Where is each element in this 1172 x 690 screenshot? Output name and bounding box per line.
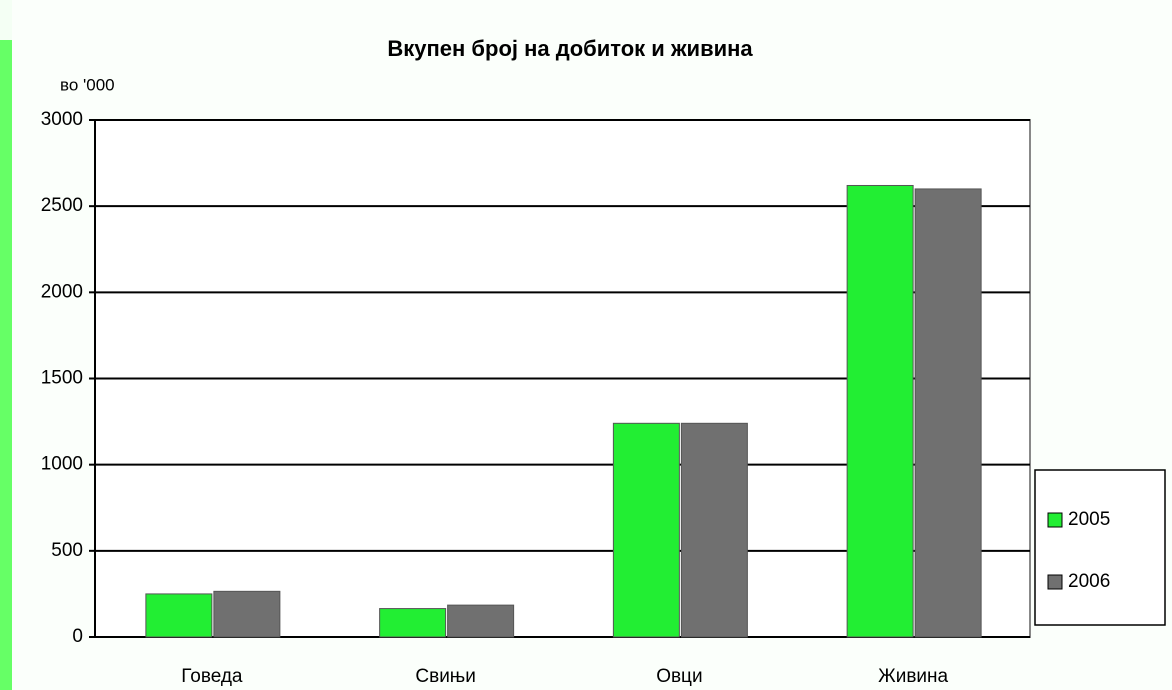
y-tick-label: 0	[72, 626, 83, 647]
legend-swatch	[1047, 574, 1063, 590]
y-tick-label: 2000	[41, 281, 83, 302]
bar	[914, 188, 982, 638]
bar	[145, 593, 213, 638]
y-tick-label: 1500	[41, 368, 83, 389]
bar	[213, 590, 281, 638]
bar	[680, 422, 748, 638]
x-tick-label: Живина	[878, 666, 948, 687]
x-tick-label: Говеда	[181, 666, 243, 687]
bar	[846, 184, 914, 638]
legend-label: 2006	[1068, 571, 1110, 592]
bar	[379, 608, 447, 638]
legend-label: 2005	[1068, 509, 1110, 530]
y-tick-label: 2500	[41, 195, 83, 216]
y-tick-label: 3000	[41, 109, 83, 130]
y-axis-label: во '000	[60, 75, 115, 94]
y-tick-label: 500	[51, 540, 83, 561]
legend-box	[1034, 469, 1166, 626]
bar	[612, 422, 680, 638]
side-strip	[0, 40, 12, 690]
x-tick-label: Свињи	[415, 666, 475, 687]
chart-title: Вкупен број на добиток и живина	[387, 36, 753, 61]
y-tick-label: 1000	[41, 454, 83, 475]
x-tick-label: Овци	[656, 666, 702, 687]
bar	[447, 604, 515, 638]
legend-swatch	[1047, 512, 1063, 528]
